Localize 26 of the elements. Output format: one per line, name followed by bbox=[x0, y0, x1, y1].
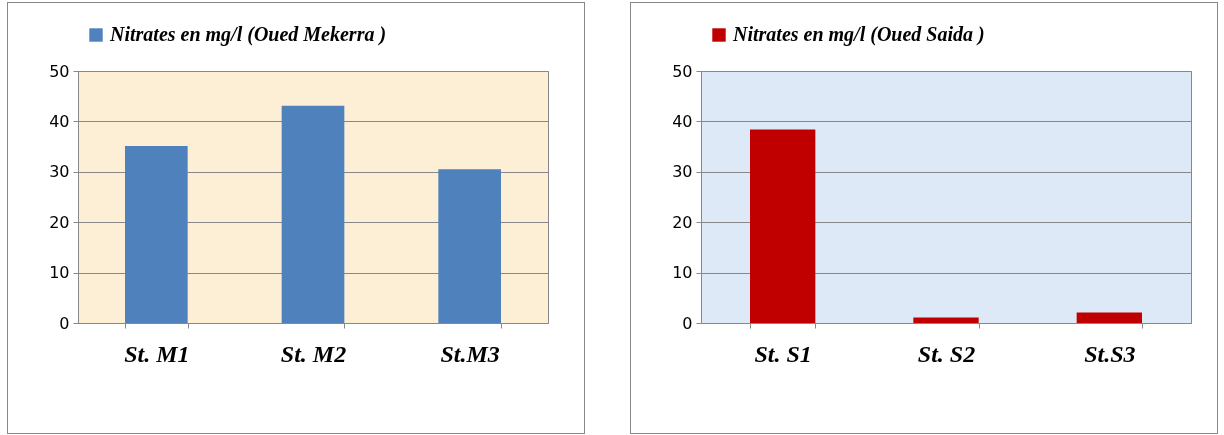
y-tick-label: 0 bbox=[59, 313, 70, 333]
y-tick-label: 50 bbox=[49, 61, 70, 81]
y-tick-label: 30 bbox=[672, 162, 693, 182]
bar bbox=[1076, 312, 1142, 323]
x-tick-label: St. M2 bbox=[280, 340, 347, 367]
x-tick-label: St. S1 bbox=[754, 340, 812, 367]
x-tick-label: St. M1 bbox=[124, 340, 190, 367]
x-tick-label: St.S3 bbox=[1084, 340, 1136, 367]
bar bbox=[125, 146, 188, 323]
y-tick-label: 10 bbox=[49, 263, 70, 283]
bar bbox=[913, 317, 979, 323]
y-tick-label: 30 bbox=[49, 162, 70, 182]
y-tick-label: 20 bbox=[49, 212, 70, 232]
y-tick-label: 0 bbox=[682, 313, 693, 333]
y-tick-label: 40 bbox=[672, 111, 693, 131]
legend-label: Nitrates en mg/l (Oued Saida ) bbox=[732, 23, 985, 46]
y-tick-label: 20 bbox=[672, 212, 693, 232]
legend-label: Nitrates en mg/l (Oued Mekerra ) bbox=[109, 23, 387, 46]
bar bbox=[438, 169, 501, 323]
x-tick-label: St.M3 bbox=[440, 340, 500, 367]
bar bbox=[281, 105, 345, 323]
x-tick-label: St. S2 bbox=[917, 340, 976, 367]
bar bbox=[750, 129, 816, 323]
y-tick-label: 40 bbox=[49, 111, 70, 131]
y-tick-label: 10 bbox=[672, 263, 693, 283]
y-tick-label: 50 bbox=[672, 61, 693, 81]
